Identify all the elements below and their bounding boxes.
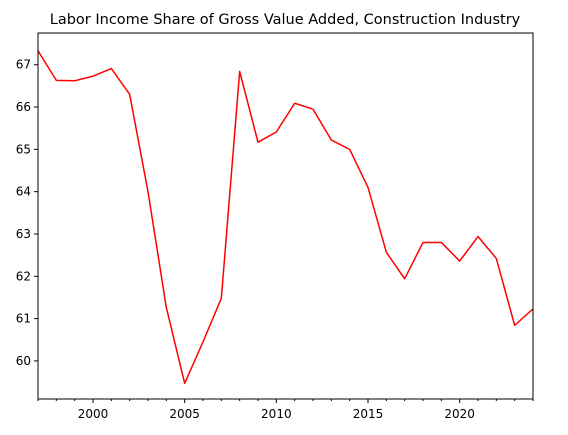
y-tick-label: 65 xyxy=(16,142,31,156)
y-tick-label: 66 xyxy=(16,100,31,114)
y-tick-label: 60 xyxy=(16,354,31,368)
x-tick-label: 2015 xyxy=(353,407,384,421)
axes-frame xyxy=(37,32,534,400)
x-tick-label: 2000 xyxy=(78,407,109,421)
y-tick-label: 61 xyxy=(16,312,31,326)
plot-area: 2000 2005 2010 2015 2020 60 61 62 63 64 65 66 67 xyxy=(16,32,534,421)
y-tick-label: 63 xyxy=(16,227,31,241)
y-tick-label: 64 xyxy=(16,185,31,199)
chart-title: Labor Income Share of Gross Value Added,… xyxy=(50,12,521,28)
y-tick-label: 67 xyxy=(16,58,31,72)
series-line-0 xyxy=(37,50,534,385)
y-tick-label: 62 xyxy=(16,269,31,283)
x-tick-label: 2020 xyxy=(444,407,475,421)
x-tick-label: 2010 xyxy=(261,407,292,421)
x-tick-label: 2005 xyxy=(169,407,200,421)
